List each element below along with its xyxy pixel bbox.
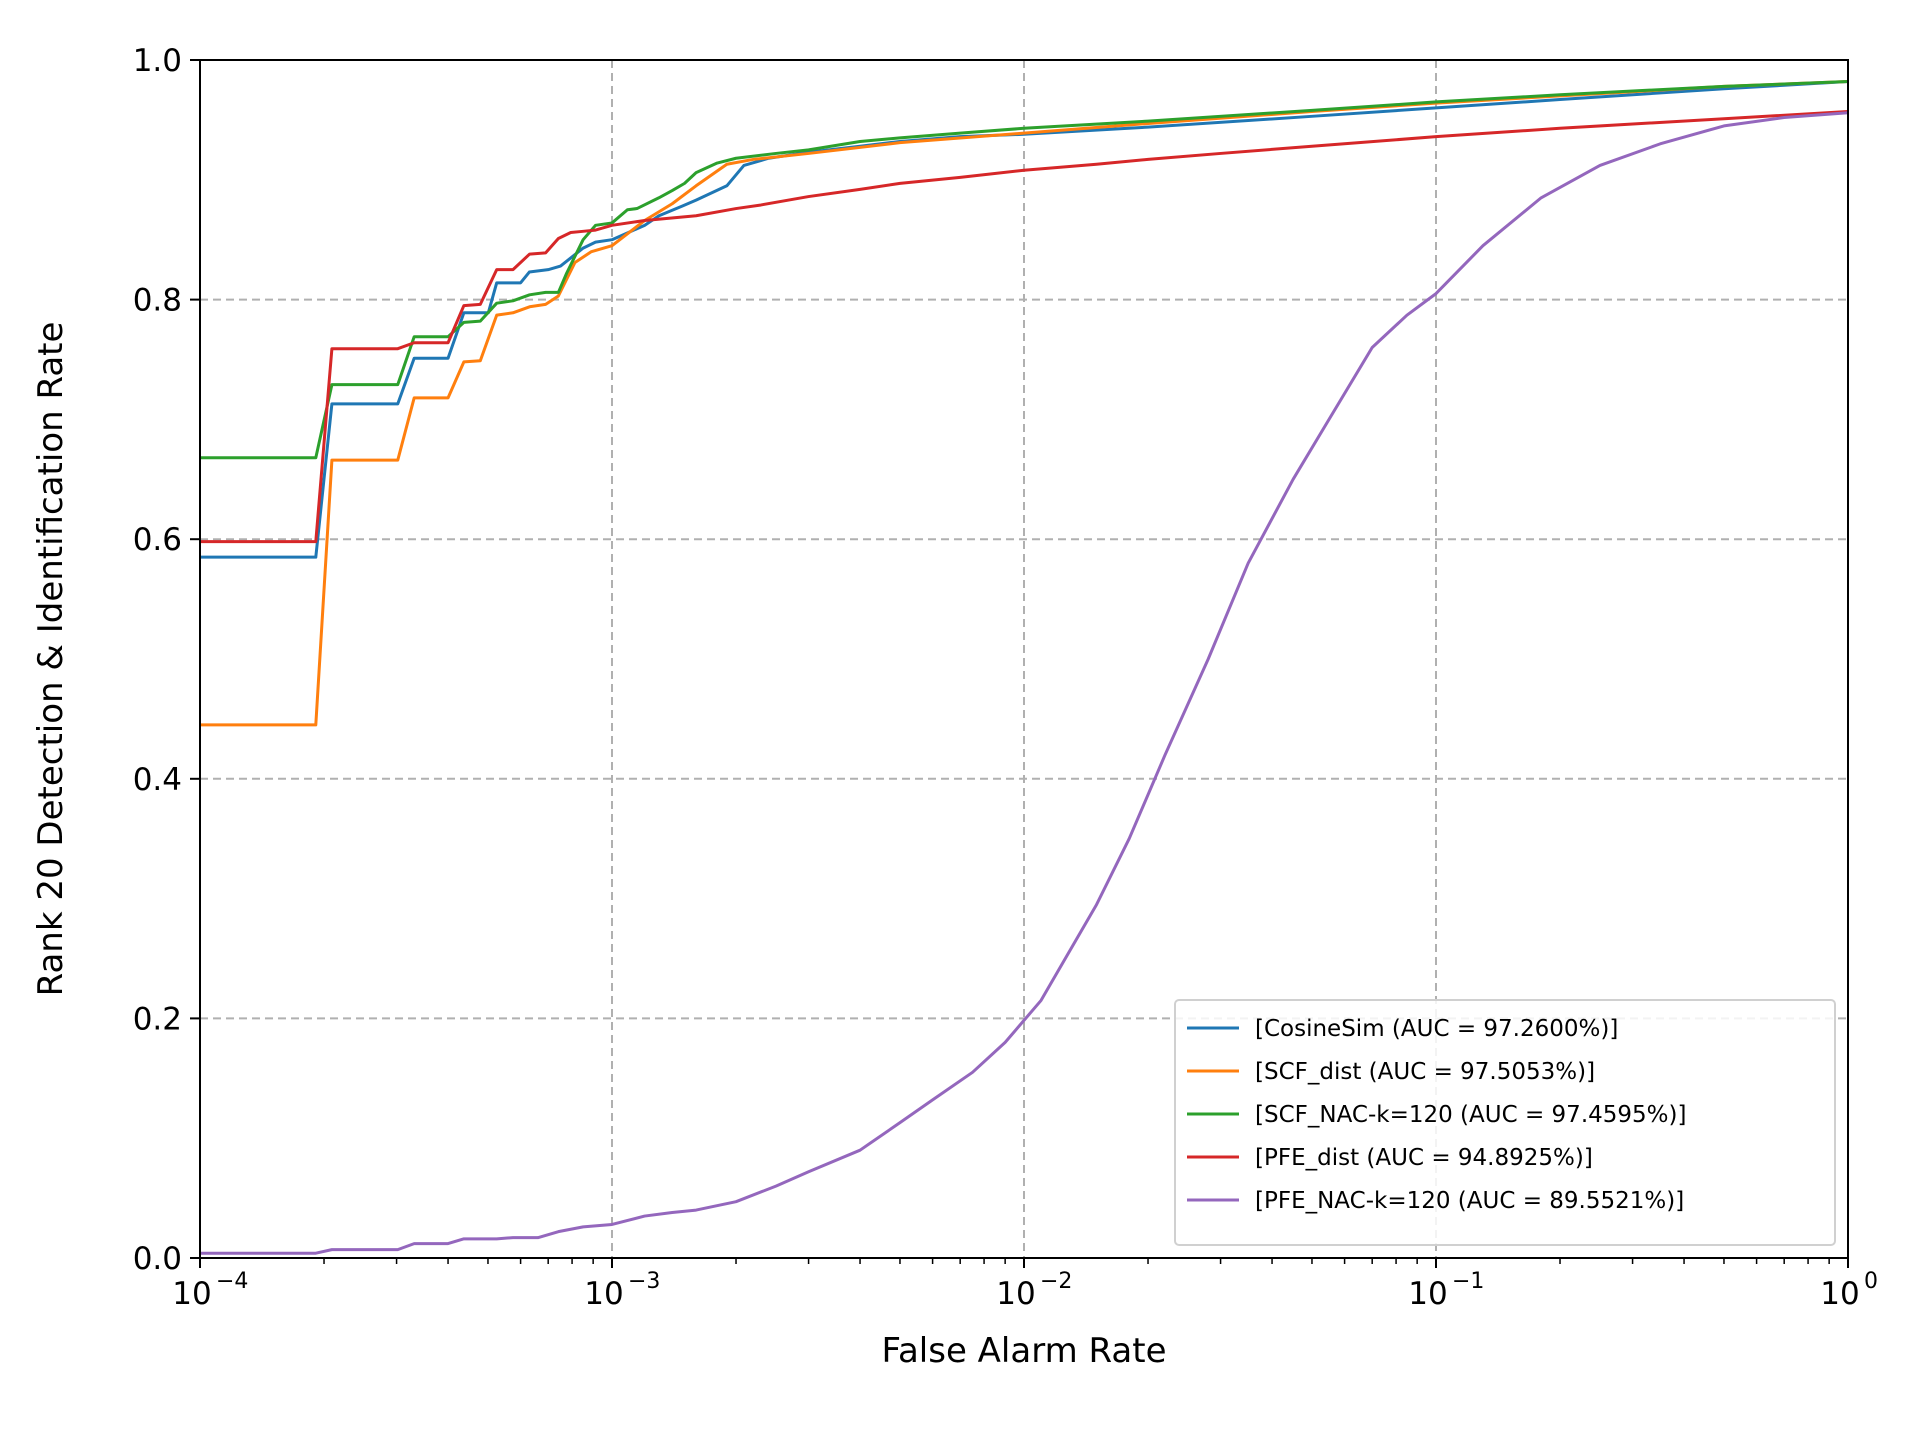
legend-label: [PFE_NAC-k=120 (AUC = 89.5521%)]	[1255, 1188, 1684, 1214]
y-tick-label: 0.2	[133, 1001, 182, 1037]
x-tick-exponent: −4	[216, 1269, 248, 1294]
series-layer	[200, 80, 1849, 1255]
series-line-1	[200, 80, 1849, 727]
x-tick-exponent: 0	[1864, 1269, 1878, 1294]
series-line-3	[200, 110, 1849, 544]
x-tick-exponent: −2	[1040, 1269, 1072, 1294]
y-tick-label: 0.0	[133, 1241, 182, 1277]
legend-label: [SCF_NAC-k=120 (AUC = 97.4595%)]	[1255, 1102, 1686, 1128]
x-tick-label: 10	[1820, 1276, 1859, 1312]
x-tick-exponent: −3	[628, 1269, 660, 1294]
y-axis-label: Rank 20 Detection & Identification Rate	[31, 322, 71, 997]
series-line-2	[200, 80, 1849, 460]
x-axis: 10 −4 10 −3 10 −2 10 −1 10 0	[172, 1258, 1878, 1312]
y-axis: 0.0 0.2 0.4 0.6 0.8 1.0	[133, 43, 200, 1277]
x-tick-label: 10	[584, 1276, 623, 1312]
legend: [CosineSim (AUC = 97.2600%)] [SCF_dist (A…	[1174, 999, 1836, 1246]
y-tick-label: 0.4	[133, 762, 182, 798]
x-tick-exponent: −1	[1452, 1269, 1484, 1294]
legend-label: [PFE_dist (AUC = 94.8925%)]	[1255, 1145, 1593, 1171]
y-tick-label: 0.8	[133, 283, 182, 319]
x-tick-label: 10	[172, 1276, 211, 1312]
y-tick-label: 1.0	[133, 43, 182, 79]
legend-label: [SCF_dist (AUC = 97.5053%)]	[1255, 1059, 1595, 1085]
legend-label: [CosineSim (AUC = 97.2600%)]	[1255, 1016, 1618, 1042]
x-axis-label: False Alarm Rate	[882, 1331, 1167, 1371]
legend-box	[1174, 999, 1836, 1246]
series-line-4	[200, 111, 1849, 1255]
y-tick-label: 0.6	[133, 522, 182, 558]
x-tick-label: 10	[996, 1276, 1035, 1312]
x-tick-label: 10	[1408, 1276, 1447, 1312]
